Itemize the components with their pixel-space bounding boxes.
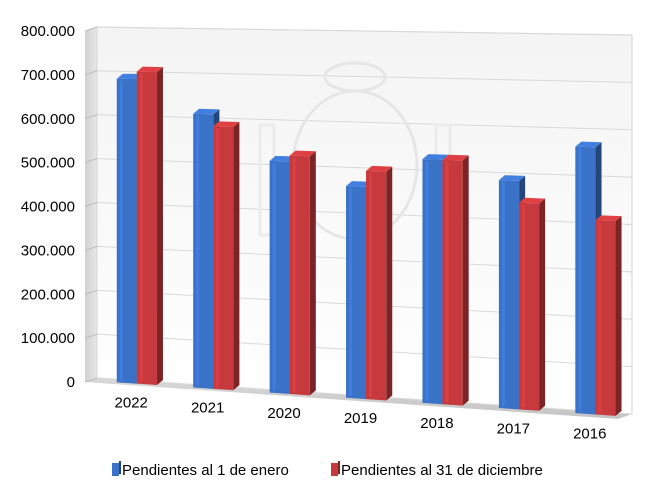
bars xyxy=(116,66,622,416)
bar-highlight xyxy=(578,148,582,412)
legend-swatch xyxy=(331,463,338,476)
bar-side xyxy=(309,151,316,396)
bar-highlight xyxy=(501,182,505,407)
bar-highlight xyxy=(196,115,200,386)
bar-highlight xyxy=(349,188,353,396)
bar-highlight xyxy=(369,172,373,398)
bar-highlight xyxy=(521,204,525,408)
y-tick-label: 300.000 xyxy=(21,242,75,259)
bar-side xyxy=(539,198,546,411)
y-tick-label: 600.000 xyxy=(21,111,75,128)
legend-label: Pendientes al 31 de diciembre xyxy=(341,462,543,479)
bar-top xyxy=(289,150,316,157)
y-axis: 0 100.000 200.000 300.000 400.000 500.000 600.… xyxy=(21,23,75,391)
x-tick-label: 2020 xyxy=(267,405,300,422)
bar-side xyxy=(156,67,163,386)
x-tick-label: 2019 xyxy=(344,410,377,427)
legend-label: Pendientes al 1 de enero xyxy=(122,462,289,479)
x-axis: 2022 2021 2020 2019 2018 2017 2016 xyxy=(115,395,607,443)
gridline-side xyxy=(84,114,98,120)
gridline-side xyxy=(84,70,98,76)
legend: Pendientes al 1 de enero Pendientes al 31… xyxy=(112,461,543,479)
gridline-side xyxy=(84,202,98,207)
bar xyxy=(518,197,546,411)
y-tick-label: 500.000 xyxy=(21,155,75,172)
bar-top xyxy=(518,197,546,204)
bar-top xyxy=(346,181,373,187)
bar-side xyxy=(233,121,240,391)
gridline xyxy=(96,70,633,83)
x-tick-label: 2018 xyxy=(420,415,453,432)
y-tick-label: 700.000 xyxy=(21,67,75,84)
bar-top xyxy=(595,215,622,222)
legend-item: Pendientes al 1 de enero xyxy=(112,461,289,479)
bar-highlight xyxy=(119,80,123,381)
watermark-crown xyxy=(323,61,387,93)
bar-top xyxy=(269,155,296,162)
bar xyxy=(366,165,393,401)
gridline-side xyxy=(84,377,98,383)
legend-swatch-side xyxy=(119,461,121,474)
legend-item: Pendientes al 31 de diciembre xyxy=(331,461,543,479)
gridline xyxy=(96,114,633,131)
bar xyxy=(442,154,469,406)
bar xyxy=(136,66,163,386)
x-tick-label: 2016 xyxy=(573,425,606,442)
gridline xyxy=(96,158,633,178)
y-tick-label: 100.000 xyxy=(21,330,75,347)
bar-top xyxy=(193,108,220,115)
bar xyxy=(595,215,622,416)
y-tick-label: 0 xyxy=(67,374,75,391)
y-tick-label: 200.000 xyxy=(21,286,75,303)
x-tick-label: 2021 xyxy=(191,400,224,417)
bar-top xyxy=(116,73,143,80)
bar-highlight xyxy=(425,161,429,401)
gridline-side xyxy=(84,26,98,32)
legend-swatch-side xyxy=(338,461,340,474)
bar-highlight xyxy=(445,161,449,403)
gridline-side xyxy=(84,245,98,251)
bar-top xyxy=(575,141,602,148)
y-tick-label: 800.000 xyxy=(21,23,75,40)
gridline-side xyxy=(84,158,98,164)
bar xyxy=(213,121,240,391)
x-tick-label: 2017 xyxy=(497,420,530,437)
bar-side xyxy=(462,155,469,406)
bar-highlight xyxy=(139,73,143,382)
bar-highlight xyxy=(598,222,602,413)
bar-top xyxy=(213,121,240,127)
gridline-side xyxy=(84,289,98,295)
bar-top xyxy=(422,154,449,160)
x-tick-label: 2022 xyxy=(115,395,148,412)
bar-top xyxy=(498,175,526,181)
bar-top xyxy=(366,165,393,172)
legend-swatch xyxy=(112,463,119,476)
bar-side xyxy=(615,216,622,416)
y-tick-label: 400.000 xyxy=(21,199,75,216)
bar-side xyxy=(386,166,393,401)
bar-highlight xyxy=(272,162,276,391)
bar-highlight xyxy=(292,157,296,392)
gridline-side xyxy=(84,333,98,339)
bar-top xyxy=(442,154,469,161)
gridline xyxy=(96,26,633,36)
bar-top xyxy=(136,66,163,73)
bar xyxy=(289,150,316,396)
bar-highlight xyxy=(216,128,220,387)
